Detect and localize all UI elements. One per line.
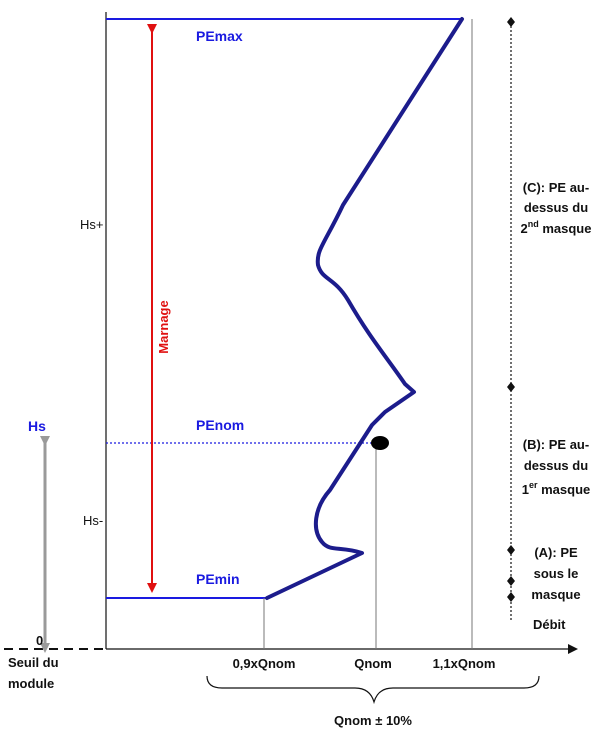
zone-a-line2: sous le	[534, 566, 579, 581]
zone-marker-top	[507, 17, 515, 27]
q-range-label: Qnom ± 10%	[334, 713, 412, 728]
zone-marker-bottom	[507, 592, 515, 602]
zone-c-line3-sup: nd	[528, 219, 539, 229]
performance-curve	[265, 17, 464, 600]
zone-c-line2: dessus du	[524, 200, 588, 215]
zone-b-line3-rest: masque	[538, 482, 591, 497]
zone-markers	[507, 17, 515, 602]
zone-b-line2: dessus du	[524, 458, 588, 473]
q-nom-label: Qnom	[354, 656, 392, 671]
hs-plus-label: Hs+	[80, 217, 103, 232]
zone-b-line3: 1er masque	[522, 480, 591, 497]
zone-a-line1: (A): PE	[534, 545, 578, 560]
zone-c-line1: (C): PE au-	[523, 180, 589, 195]
zone-marker-bc	[507, 382, 515, 392]
zone-b-line3-sup: er	[529, 480, 538, 490]
pe-max-label: PEmax	[196, 28, 243, 44]
marnage-label: Marnage	[156, 300, 171, 353]
zone-marker-ab	[507, 545, 515, 555]
nominal-point	[371, 436, 389, 450]
pe-min-label: PEmin	[196, 571, 240, 587]
zone-c-line3: 2nd masque	[521, 219, 592, 236]
q-low-label: 0,9xQnom	[233, 656, 296, 671]
seuil-label-line1: Seuil du	[8, 655, 59, 670]
zero-label: 0	[36, 633, 43, 648]
zone-marker-a-top	[507, 576, 515, 586]
zone-a-line3: masque	[531, 587, 580, 602]
debit-label: Débit	[533, 617, 566, 632]
pe-nom-label: PEnom	[196, 417, 244, 433]
range-brace	[206, 675, 540, 705]
zone-b-line1: (B): PE au-	[523, 437, 589, 452]
hs-label: Hs	[28, 418, 46, 434]
zone-b-line3-base: 1	[522, 482, 529, 497]
hs-minus-label: Hs-	[83, 513, 103, 528]
q-high-label: 1,1xQnom	[433, 656, 496, 671]
seuil-label-line2: module	[8, 676, 54, 691]
zone-c-line3-rest: masque	[539, 221, 592, 236]
zone-c-line3-base: 2	[521, 221, 528, 236]
